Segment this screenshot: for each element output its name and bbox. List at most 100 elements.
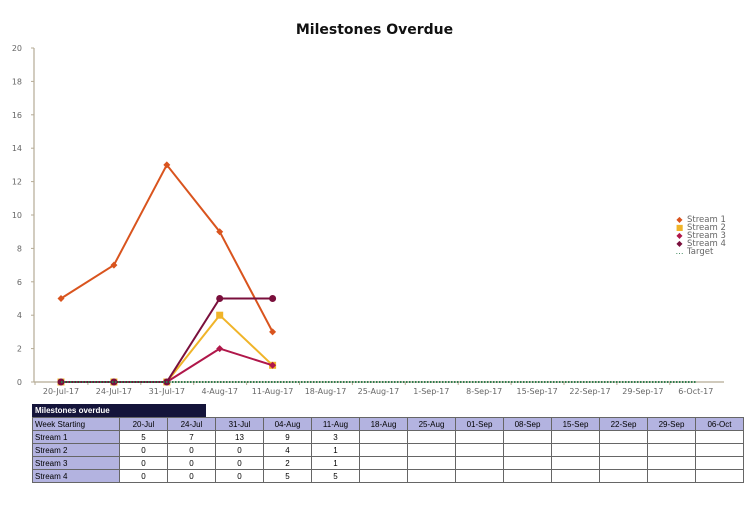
data-table: Milestones overdue Week Starting 20-Jul 24… bbox=[32, 404, 744, 483]
data-point bbox=[163, 161, 171, 169]
data-point bbox=[269, 361, 277, 369]
milestones-table: Week Starting 20-Jul 24-Jul 31-Jul 04-Aug 11-… bbox=[32, 417, 744, 483]
x-tick-label: 31-Jul-17 bbox=[149, 387, 185, 396]
y-tick-label: 10 bbox=[12, 211, 22, 220]
row-label: Stream 3 bbox=[32, 456, 120, 470]
table-cell bbox=[359, 469, 408, 483]
table-cell bbox=[551, 469, 600, 483]
table-cell bbox=[647, 430, 696, 444]
y-tick-label: 8 bbox=[17, 244, 22, 253]
table-cell: 13 bbox=[215, 430, 264, 444]
legend-label: Stream 4 bbox=[687, 239, 726, 249]
table-cell bbox=[407, 430, 456, 444]
legend-item: ■ Stream 2 bbox=[675, 223, 726, 233]
row-label: Stream 1 bbox=[32, 430, 120, 444]
legend-label: Target bbox=[687, 247, 714, 257]
table-cell: 0 bbox=[119, 443, 168, 457]
table-cell bbox=[599, 430, 648, 444]
table-cell bbox=[503, 443, 552, 457]
table-cell: 0 bbox=[167, 469, 216, 483]
table-cell: 4 bbox=[263, 443, 312, 457]
column-header: 29-Sep bbox=[647, 417, 696, 431]
table-cell bbox=[503, 469, 552, 483]
y-tick-label: 16 bbox=[12, 111, 22, 120]
table-cell bbox=[647, 443, 696, 457]
table-cell bbox=[407, 443, 456, 457]
table-cell: 0 bbox=[215, 456, 264, 470]
legend-item: ◆ Stream 1 bbox=[675, 215, 726, 225]
data-point bbox=[216, 228, 224, 236]
legend-marker-icon: ◆ bbox=[676, 215, 683, 224]
y-tick-label: 20 bbox=[12, 44, 22, 53]
table-cell: 0 bbox=[215, 443, 264, 457]
table-cell bbox=[359, 430, 408, 444]
series-stream-1 bbox=[57, 161, 277, 336]
data-point bbox=[110, 378, 118, 386]
table-cell bbox=[551, 456, 600, 470]
table-cell bbox=[455, 443, 504, 457]
table-cell bbox=[455, 469, 504, 483]
table-cell bbox=[503, 430, 552, 444]
table-cell: 0 bbox=[119, 456, 168, 470]
legend-marker-icon: ■ bbox=[675, 223, 684, 232]
data-point bbox=[269, 295, 277, 302]
table-cell: 1 bbox=[311, 443, 360, 457]
data-point bbox=[216, 345, 224, 353]
legend-label: Stream 1 bbox=[687, 215, 726, 225]
table-cell bbox=[647, 456, 696, 470]
table-cell: 0 bbox=[167, 443, 216, 457]
row-label: Stream 2 bbox=[32, 443, 120, 457]
table-cell bbox=[359, 456, 408, 470]
table-cell bbox=[407, 469, 456, 483]
table-cell bbox=[551, 443, 600, 457]
legend-label: Stream 3 bbox=[687, 231, 726, 241]
legend-item: ◆ Stream 3 bbox=[675, 231, 726, 241]
line-chart: 0 2 4 6 8 10 12 14 16 18 20 20-Jul-17 24-Jul-17 31-Ju… bbox=[12, 44, 724, 396]
chart-title: Milestones Overdue bbox=[295, 22, 454, 38]
table-header-row: Week Starting 20-Jul 24-Jul 31-Jul 04-Aug 11-… bbox=[32, 417, 744, 431]
column-header: 04-Aug bbox=[263, 417, 312, 431]
chart-legend: ◆ Stream 1 ■ Stream 2 ◆ Stream 3 ◆ Stream 4 ․․․ T… bbox=[675, 215, 726, 257]
data-point bbox=[110, 261, 118, 269]
x-tick-label: 24-Jul-17 bbox=[96, 387, 132, 396]
data-point bbox=[216, 311, 224, 319]
table-cell: 0 bbox=[167, 456, 216, 470]
table-cell bbox=[455, 456, 504, 470]
column-header: 01-Sep bbox=[455, 417, 504, 431]
table-row: Stream 1 5 7 13 9 3 bbox=[32, 430, 744, 444]
table-cell bbox=[599, 443, 648, 457]
column-header: 11-Aug bbox=[311, 417, 360, 431]
series-stream-4 bbox=[57, 295, 277, 386]
table-cell: 5 bbox=[263, 469, 312, 483]
legend-marker-icon: ◆ bbox=[676, 239, 683, 248]
y-tick-label: 0 bbox=[17, 378, 22, 387]
table-cell bbox=[599, 456, 648, 470]
column-header: 20-Jul bbox=[119, 417, 168, 431]
series-stream-2 bbox=[57, 311, 277, 386]
x-tick-label: 8-Sep-17 bbox=[466, 387, 502, 396]
y-tick-label: 2 bbox=[17, 345, 22, 354]
table-cell: 3 bbox=[311, 430, 360, 444]
x-tick-label: 15-Sep-17 bbox=[516, 387, 557, 396]
table-cell: 2 bbox=[263, 456, 312, 470]
column-header: 08-Sep bbox=[503, 417, 552, 431]
row-label: Stream 4 bbox=[32, 469, 120, 483]
x-tick-label: 1-Sep-17 bbox=[413, 387, 449, 396]
table-cell bbox=[647, 469, 696, 483]
x-tick-label: 29-Sep-17 bbox=[622, 387, 663, 396]
x-tick-label: 4-Aug-17 bbox=[201, 387, 238, 396]
legend-item: ◆ Stream 4 bbox=[675, 239, 726, 249]
table-cell bbox=[455, 430, 504, 444]
table-cell bbox=[695, 430, 744, 444]
x-tick-label: 11-Aug-17 bbox=[252, 387, 294, 396]
table-cell: 7 bbox=[167, 430, 216, 444]
table-cell: 0 bbox=[119, 469, 168, 483]
table-cell bbox=[695, 469, 744, 483]
table-cell: 1 bbox=[311, 456, 360, 470]
column-header: 06-Oct bbox=[695, 417, 744, 431]
legend-item: ․․․ Target bbox=[675, 247, 726, 257]
legend-marker-icon: ․․․ bbox=[675, 247, 684, 256]
column-header: 31-Jul bbox=[215, 417, 264, 431]
